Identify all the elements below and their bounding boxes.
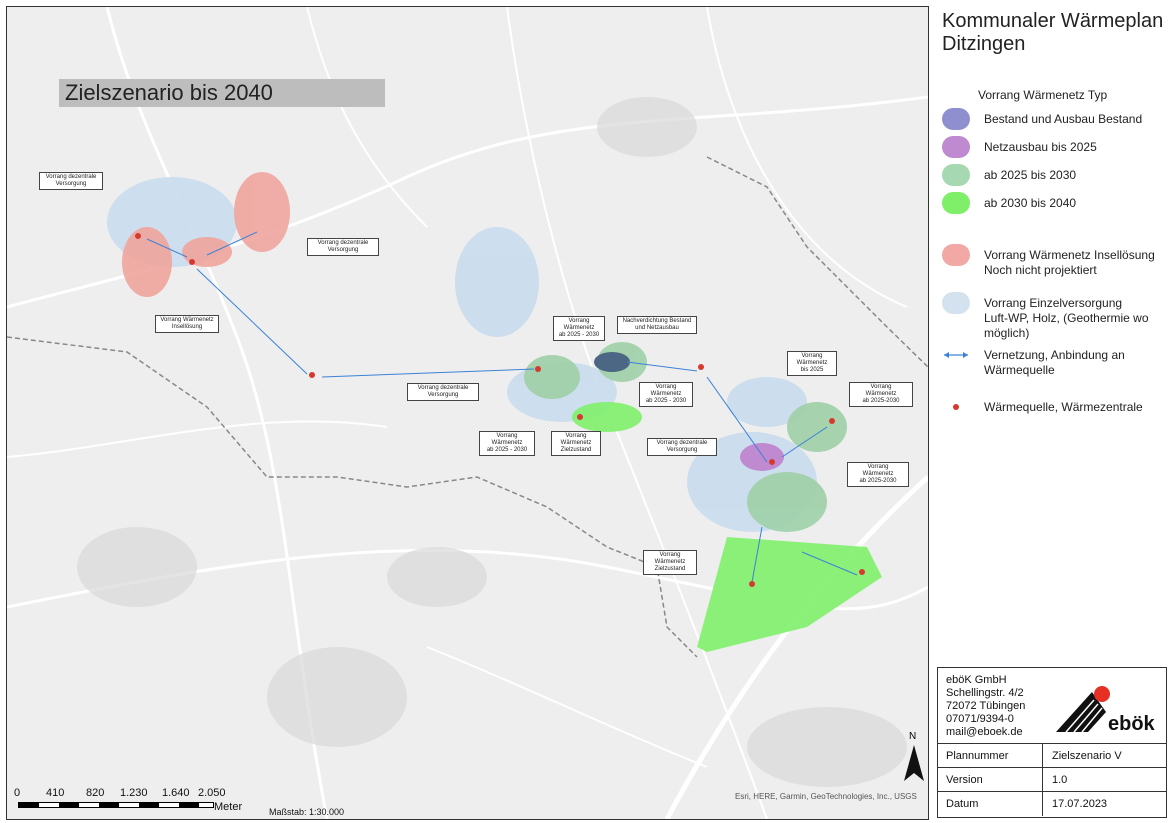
scale-label-3: 1.230 <box>120 787 148 799</box>
company-address: eböK GmbH Schellingstr. 4/2 72072 Tübing… <box>946 674 1026 738</box>
settlement-areas <box>77 97 907 787</box>
swatch-2025-2030 <box>942 164 970 186</box>
info-row-plannummer: Plannummer Zielszenario V <box>938 743 1166 768</box>
info-row-version: Version 1.0 <box>938 767 1166 792</box>
callout-11: Vorrang dezentrale Versorgung <box>647 438 717 456</box>
legend-label: ab 2030 bis 2040 <box>984 196 1077 210</box>
info-row-datum: Datum 17.07.2023 <box>938 791 1166 816</box>
callout-6: Vorrang dezentrale Versorgung <box>407 383 479 401</box>
municipal-boundary <box>7 156 928 658</box>
logo-text: ebök <box>1108 713 1156 734</box>
callout-2: Vorrang dezentrale Versorgung <box>307 238 379 256</box>
map-title-box: Zielszenario bis 2040 <box>59 79 385 107</box>
info-key: Version <box>946 774 983 786</box>
callout-12: Vorrang Wärmenetz ab 2025-2030 <box>849 382 913 407</box>
legend-label: Netzausbau bis 2025 <box>984 140 1097 154</box>
callout-14: Vorrang Wärmenetz Zielzustand <box>643 550 697 575</box>
company-logo: ebök <box>1050 678 1160 735</box>
basemap <box>7 7 928 819</box>
info-value: Zielszenario V <box>1052 750 1122 762</box>
legend-subtitle: Vorrang Wärmenetz Typ <box>978 88 1108 102</box>
callout-7: Vorrang Wärmenetz ab 2025 - 2030 <box>639 382 693 407</box>
scale-label-2: 820 <box>86 787 105 799</box>
swatch-2030-2040 <box>942 192 970 214</box>
heat-source-icon <box>953 404 959 410</box>
legend-label: Vorrang Wärmenetz Insellösung Noch nicht… <box>984 248 1155 277</box>
network-connections <box>146 231 858 583</box>
map-frame: Zielszenario bis 2040 Vorrang dezentrale… <box>6 6 929 820</box>
scale-label-1: 410 <box>46 787 65 799</box>
legend-label: Vorrang Einzelversorgung Luft-WP, Holz, … <box>984 296 1149 340</box>
callout-5: Nachverdichtung Bestand und Netzausbau <box>617 316 697 334</box>
scale-label-4: 1.640 <box>162 787 190 799</box>
swatch-bestand <box>942 108 970 130</box>
north-label: N <box>909 731 917 742</box>
info-value: 1.0 <box>1052 774 1068 786</box>
swatch-einzelversorgung <box>942 292 970 314</box>
info-key: Datum <box>946 798 979 810</box>
legend-label: Bestand und Ausbau Bestand <box>984 112 1143 126</box>
callout-10: Vorrang Wärmenetz bis 2025 <box>787 351 837 376</box>
zone-bestand <box>594 352 630 372</box>
callout-3: Vorrang Wärmenetz Insellösung <box>155 315 219 333</box>
legend-label: Vernetzung, Anbindung an Wärmequelle <box>984 348 1125 377</box>
scale-bar <box>18 802 214 808</box>
callout-1: Vorrang dezentrale Versorgung <box>39 172 103 190</box>
callout-13: Vorrang Wärmenetz ab 2025-2030 <box>847 462 909 487</box>
scale-label-0: 0 <box>14 787 21 799</box>
callout-4: Vorrang Wärmenetz ab 2025 - 2030 <box>553 316 605 341</box>
swatch-insellosung <box>942 244 970 266</box>
zone-2025-2030 <box>524 342 847 532</box>
zone-netzausbau-2025 <box>740 443 784 471</box>
info-key: Plannummer <box>946 750 1009 762</box>
scale-label-5: 2.050 <box>198 787 226 799</box>
attribution: Esri, HERE, Garmin, GeoTechnologies, Inc… <box>735 792 917 801</box>
legend-title: Kommunaler Wärmeplan Ditzingen <box>942 10 1164 55</box>
north-arrow: N <box>902 731 926 787</box>
callout-8: Vorrang Wärmenetz ab 2025 - 2030 <box>479 431 535 456</box>
legend-label: Wärmequelle, Wärmezentrale <box>984 400 1143 414</box>
north-arrow-icon <box>904 745 924 781</box>
heat-sources <box>135 233 865 587</box>
map-title: Zielszenario bis 2040 <box>65 80 273 105</box>
info-block: eböK GmbH Schellingstr. 4/2 72072 Tübing… <box>937 667 1167 818</box>
swatch-netzausbau <box>942 136 970 158</box>
logo-icon: ebök <box>1056 686 1156 735</box>
arrow-icon <box>944 352 968 358</box>
info-value: 17.07.2023 <box>1052 798 1108 810</box>
scale-unit: Meter <box>214 801 243 813</box>
legend-label: ab 2025 bis 2030 <box>984 168 1077 182</box>
scale-text: Maßstab: 1:30.000 <box>269 807 345 817</box>
legend: Kommunaler Wärmeplan Ditzingen Vorrang W… <box>930 6 1166 666</box>
callout-9: Vorrang Wärmenetz Zielzustand <box>551 431 601 456</box>
